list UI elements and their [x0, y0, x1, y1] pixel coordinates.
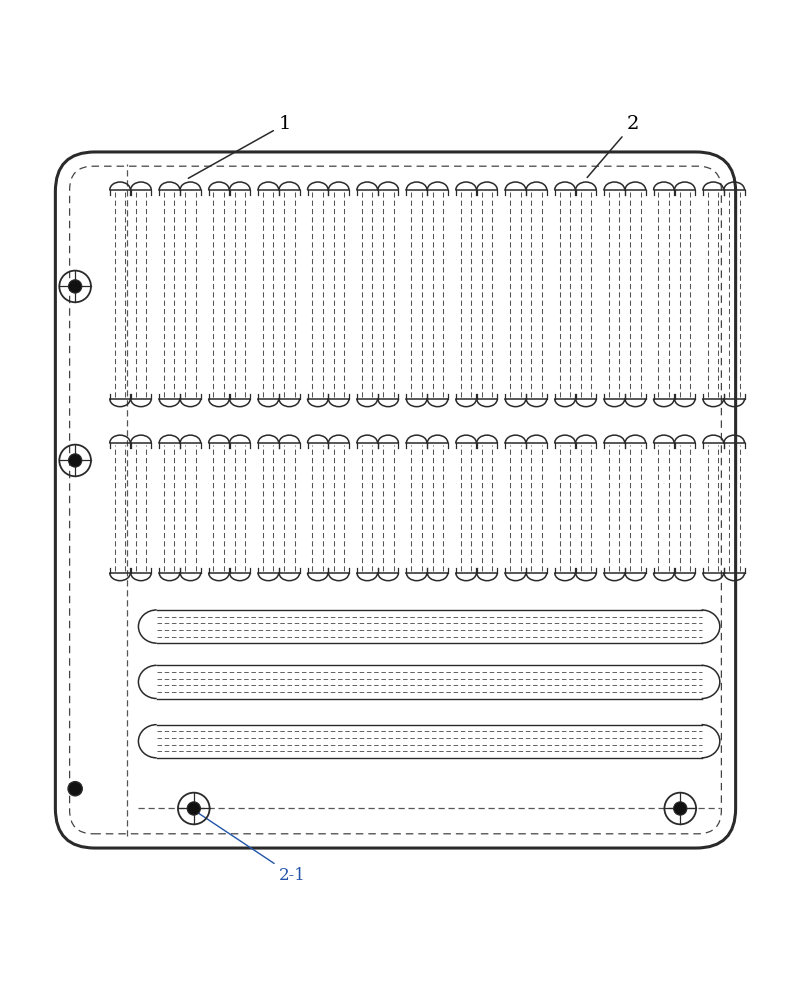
- Circle shape: [69, 454, 81, 467]
- Text: 2-1: 2-1: [196, 812, 306, 884]
- FancyBboxPatch shape: [55, 152, 736, 848]
- Text: 2: 2: [587, 115, 639, 178]
- Text: 1: 1: [188, 115, 291, 178]
- Circle shape: [69, 280, 81, 293]
- Circle shape: [674, 802, 687, 815]
- Circle shape: [68, 782, 82, 796]
- Circle shape: [187, 802, 200, 815]
